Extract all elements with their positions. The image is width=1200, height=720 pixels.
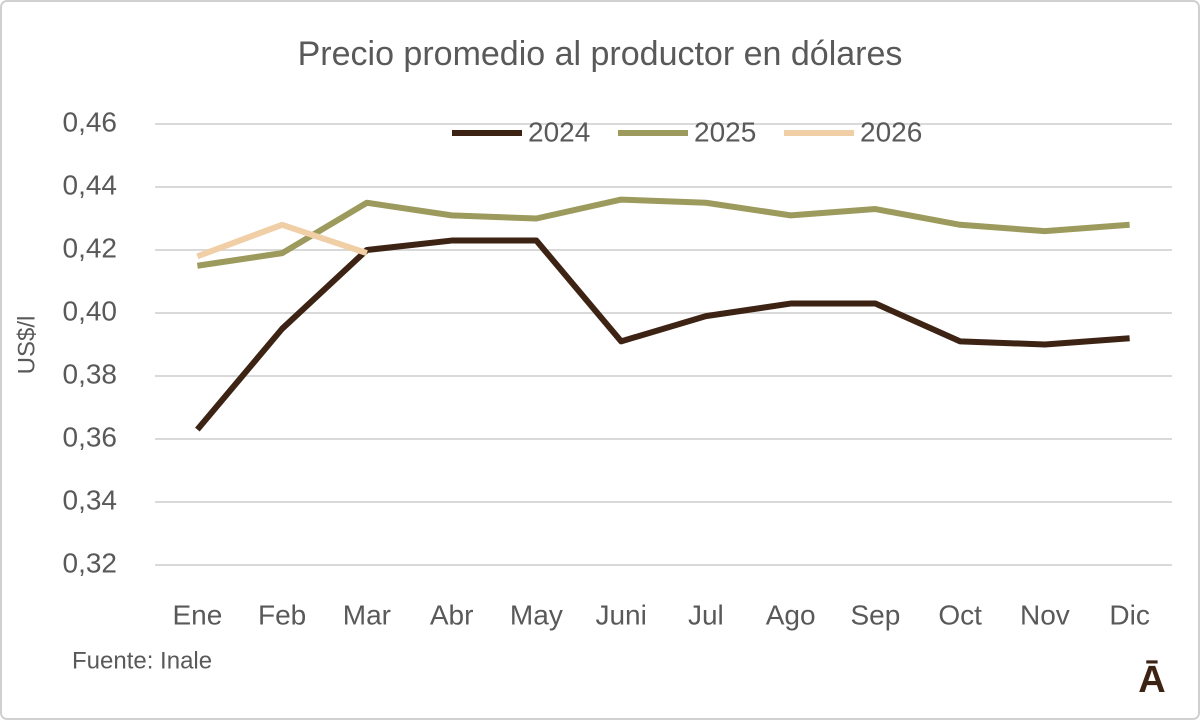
y-tick-label: 0,32 [63, 547, 118, 578]
y-tick-label: 0,38 [63, 358, 118, 389]
series-line [196, 196, 1130, 269]
legend-label: 2025 [694, 116, 756, 147]
x-tick-label: Ene [172, 599, 222, 630]
x-tick-label: Juni [595, 599, 646, 630]
chart-title: Precio promedio al productor en dólares [298, 35, 903, 73]
y-tick-label: 0,36 [63, 421, 118, 452]
x-tick-label: Oct [938, 599, 982, 630]
y-tick-label: 0,34 [63, 484, 118, 515]
series-line [196, 221, 368, 260]
y-tick-label: 0,42 [63, 232, 118, 263]
x-tick-label: May [510, 599, 563, 630]
series-line [195, 237, 1130, 432]
x-tick-label: Mar [343, 599, 391, 630]
x-tick-label: Ago [766, 599, 816, 630]
logo: Ā [1138, 659, 1165, 701]
x-tick-label: Sep [850, 599, 900, 630]
legend-label: 2024 [528, 116, 590, 147]
x-tick-label: Abr [430, 599, 474, 630]
legend-label: 2026 [860, 116, 922, 147]
source: Fuente: Inale [72, 647, 212, 674]
y-tick-label: 0,44 [63, 169, 118, 200]
y-axis-label: US$/l [13, 316, 40, 375]
x-tick-label: Dic [1109, 599, 1149, 630]
y-tick-label: 0,46 [63, 106, 118, 137]
x-tick-label: Nov [1020, 599, 1070, 630]
x-tick-label: Jul [688, 599, 724, 630]
y-tick-label: 0,40 [63, 295, 118, 326]
x-tick-label: Feb [258, 599, 306, 630]
